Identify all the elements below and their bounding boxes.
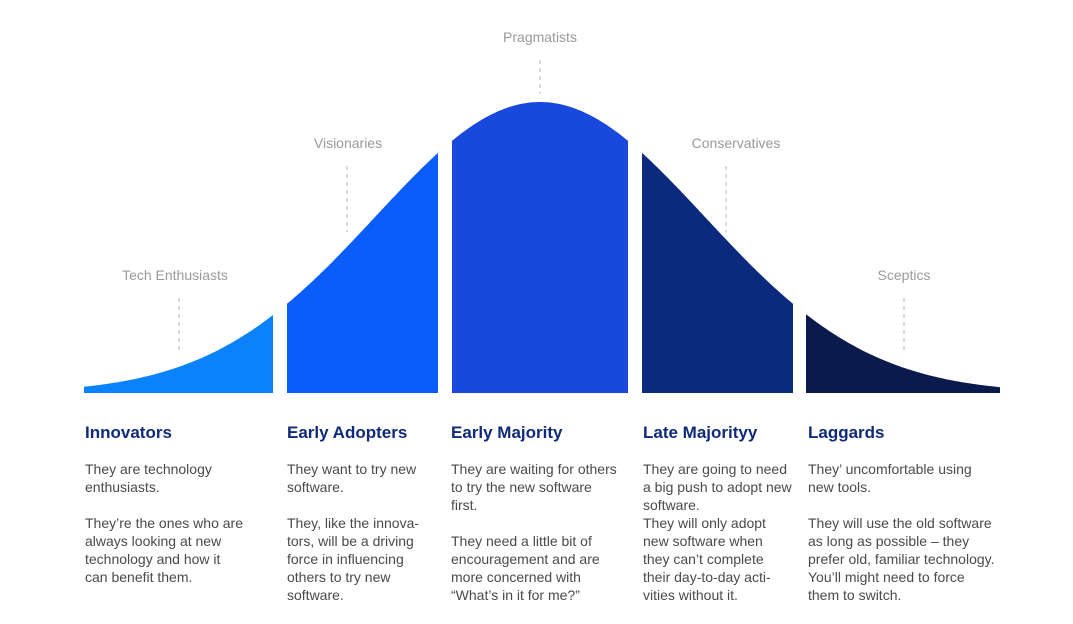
stage-description: them to switch. bbox=[808, 587, 901, 603]
stage-description: software. bbox=[287, 587, 344, 603]
curve-segment bbox=[84, 315, 273, 393]
curve-segment bbox=[287, 152, 438, 393]
stage-description: They are going to need bbox=[643, 461, 787, 477]
curve-segment bbox=[642, 152, 793, 393]
stage-description: prefer old, familiar technology. bbox=[808, 551, 995, 567]
stage-description: more concerned with bbox=[451, 569, 581, 585]
stage-description: enthusiasts. bbox=[85, 479, 160, 495]
stage-description: others to try new bbox=[287, 569, 391, 585]
stage-description: force in influencing bbox=[287, 551, 404, 567]
stage-description: You’ll might need to force bbox=[808, 569, 965, 585]
group-label: Sceptics bbox=[878, 267, 931, 283]
stage-description: They, like the innova- bbox=[287, 515, 419, 531]
stage-description: they can’t complete bbox=[643, 551, 764, 567]
stage-description: They need a little bit of bbox=[451, 533, 592, 549]
stage-description: always looking at new bbox=[85, 533, 222, 549]
stage-description: They are waiting for others bbox=[451, 461, 617, 477]
stage-description: software. bbox=[643, 497, 700, 513]
stage-description: software. bbox=[287, 479, 344, 495]
stage-title: Early Majority bbox=[451, 423, 563, 442]
stage-description: They are technology bbox=[85, 461, 212, 477]
group-label: Pragmatists bbox=[503, 29, 577, 45]
stage-description: as long as possible – they bbox=[808, 533, 969, 549]
stage-description: They will only adopt bbox=[643, 515, 766, 531]
stage-title: Laggards bbox=[808, 423, 885, 442]
stage-title: Early Adopters bbox=[287, 423, 407, 442]
stage-title: Late Majorityy bbox=[643, 423, 758, 442]
curve-segment bbox=[452, 102, 628, 393]
group-label: Tech Enthusiasts bbox=[122, 267, 228, 283]
stage-description: tors, will be a driving bbox=[287, 533, 414, 549]
group-label: Visionaries bbox=[314, 135, 382, 151]
group-label: Conservatives bbox=[692, 135, 781, 151]
stage-description: technology and how it bbox=[85, 551, 221, 567]
stage-description: first. bbox=[451, 497, 477, 513]
stage-description: new software when bbox=[643, 533, 763, 549]
stage-description: encouragement and are bbox=[451, 551, 600, 567]
stage-description: They’re the ones who are bbox=[85, 515, 243, 531]
stage-description: can benefit them. bbox=[85, 569, 192, 585]
stage-description: They want to try new bbox=[287, 461, 417, 477]
stage-description: a big push to adopt new bbox=[643, 479, 793, 495]
stage-description: new tools. bbox=[808, 479, 871, 495]
stage-description: their day-to-day acti- bbox=[643, 569, 771, 585]
curve-segment bbox=[806, 314, 1000, 393]
stage-description: They’ uncomfortable using bbox=[808, 461, 972, 477]
stage-description: “What’s in it for me?” bbox=[451, 587, 580, 603]
stage-description: They will use the old software bbox=[808, 515, 992, 531]
stage-description: vities without it. bbox=[643, 587, 738, 603]
stage-title: Innovators bbox=[85, 423, 172, 442]
stage-description: to try the new software bbox=[451, 479, 592, 495]
